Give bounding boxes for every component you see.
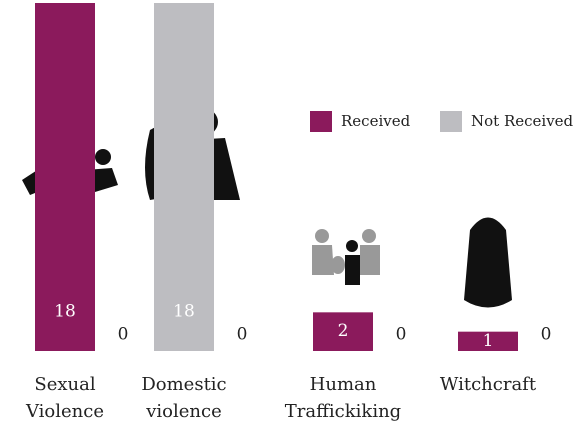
value-label: 0 (237, 325, 248, 345)
category-label: Sexual Violence (25, 374, 104, 422)
bar (35, 3, 95, 351)
value-label: 0 (118, 325, 129, 345)
category-label: Human Traffickiking (284, 374, 402, 422)
bar (313, 312, 373, 351)
icon-trafficking (312, 229, 380, 285)
bar (154, 3, 214, 351)
category-label: Domestic violence (141, 374, 227, 422)
bar (458, 331, 518, 351)
value-label: 2 (338, 321, 349, 341)
value-label: 1 (483, 331, 494, 351)
value-label: 18 (173, 302, 195, 322)
icon-witchcraft (464, 217, 512, 308)
value-label: 0 (396, 325, 407, 345)
category-label: Witchcraft (439, 374, 537, 395)
value-label: 0 (541, 325, 552, 345)
legend-swatch (440, 111, 462, 132)
legend-label: Not Received (471, 112, 574, 130)
legend-label: Received (341, 112, 411, 130)
legend-swatch (310, 111, 332, 132)
value-label: 18 (54, 302, 76, 322)
